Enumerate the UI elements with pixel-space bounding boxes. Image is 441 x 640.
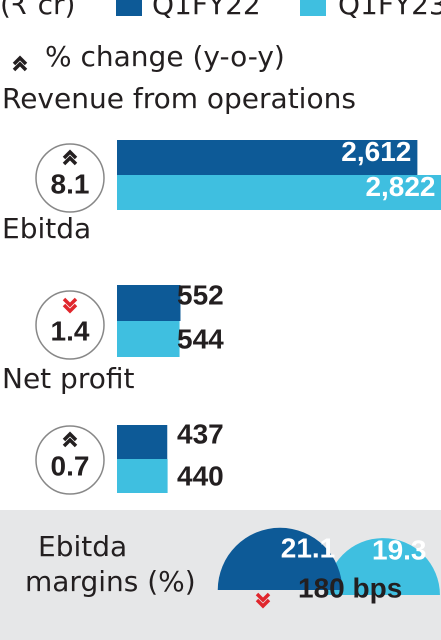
change-arrow (62, 149, 78, 166)
legend-label: Q1FY22 (152, 0, 261, 21)
change-arrow (12, 55, 28, 72)
bar (117, 285, 181, 321)
value-label: 437 (177, 418, 224, 449)
change-arrow (62, 297, 78, 314)
value-label: 552 (177, 279, 224, 310)
margins-name: margins (%) (25, 565, 196, 598)
margin-dome (326, 538, 440, 595)
margin-value: 19.3 (372, 534, 427, 565)
bar (117, 459, 168, 493)
bar (117, 140, 418, 175)
bar (117, 175, 441, 210)
change-arrow (62, 431, 78, 448)
change-circle (35, 143, 105, 213)
margins-name: Ebitda (38, 530, 127, 563)
value-label: 440 (177, 460, 224, 491)
legend-label: Q1FY23 (338, 0, 441, 21)
bar (117, 321, 180, 357)
change-circle (35, 425, 105, 495)
change-legend: % change (y-o-y) (45, 40, 285, 73)
change-value: 1.4 (51, 315, 90, 346)
unit-label: (₹ cr) (0, 0, 75, 21)
metric-name: Ebitda (2, 212, 91, 245)
margin-value: 21.1 (281, 532, 336, 563)
change-circle (35, 290, 105, 360)
value-label: 544 (177, 323, 224, 354)
change-arrow (255, 592, 271, 609)
value-label: 2,612 (341, 136, 411, 167)
bar (117, 425, 168, 459)
change-value: 0.7 (51, 450, 90, 481)
margin-change: 180 bps (298, 572, 402, 603)
margin-dome (217, 527, 343, 590)
metric-name: Revenue from operations (2, 82, 356, 115)
metric-name: Net profit (2, 362, 134, 395)
value-label: 2,822 (365, 171, 435, 202)
change-value: 8.1 (51, 168, 90, 199)
legend-swatch (300, 0, 326, 16)
legend-swatch (116, 0, 142, 16)
